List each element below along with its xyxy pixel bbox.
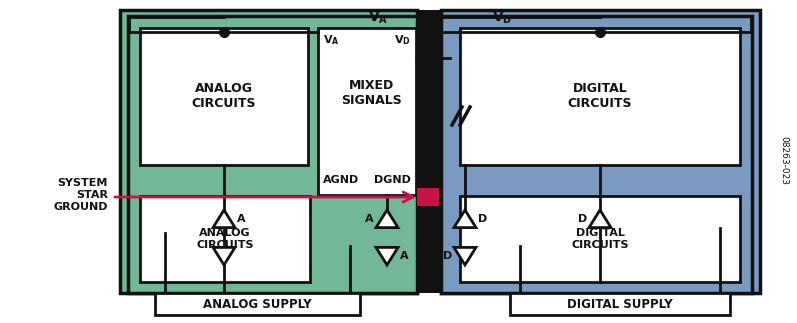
Polygon shape [454,210,476,228]
Text: D: D [578,214,587,224]
Text: DIGITAL SUPPLY: DIGITAL SUPPLY [567,297,673,310]
Text: ANALOG
CIRCUITS: ANALOG CIRCUITS [192,82,257,110]
Text: AGND: AGND [323,175,359,185]
Bar [155,293,360,315]
Text: $\mathbf{V_D}$: $\mathbf{V_D}$ [395,33,411,47]
Text: A: A [400,251,409,261]
Bar [318,28,416,195]
Text: A: A [365,214,374,224]
Bar [417,10,441,293]
Text: D: D [443,251,452,261]
Text: $\mathbf{V_A}$: $\mathbf{V_A}$ [323,33,340,47]
Text: ANALOG
CIRCUITS: ANALOG CIRCUITS [196,228,253,250]
Polygon shape [376,247,398,265]
Bar [441,16,752,293]
Text: D: D [478,214,487,224]
Polygon shape [213,210,235,228]
Text: SYSTEM
STAR
GROUND: SYSTEM STAR GROUND [53,178,108,212]
Bar [460,196,740,282]
Polygon shape [589,210,611,228]
Polygon shape [213,247,235,265]
Text: MIXED
SIGNALS: MIXED SIGNALS [342,79,402,107]
Polygon shape [454,247,476,265]
Text: A: A [237,214,245,224]
Bar [460,28,740,165]
Text: DIGITAL
CIRCUITS: DIGITAL CIRCUITS [571,228,629,250]
Text: ANALOG SUPPLY: ANALOG SUPPLY [202,297,312,310]
Bar [120,10,417,293]
Text: DIGITAL
CIRCUITS: DIGITAL CIRCUITS [567,82,632,110]
Bar [128,16,417,293]
Bar [140,28,308,165]
Polygon shape [376,210,398,228]
Bar [140,196,310,282]
Bar [510,293,730,315]
Bar [417,188,439,206]
Text: 08263-023: 08263-023 [779,136,788,184]
Text: $\mathbf{V_D}$: $\mathbf{V_D}$ [492,10,512,26]
Text: $\mathbf{V_A}$: $\mathbf{V_A}$ [367,10,388,26]
Text: DGND: DGND [374,175,411,185]
Bar [441,10,760,293]
